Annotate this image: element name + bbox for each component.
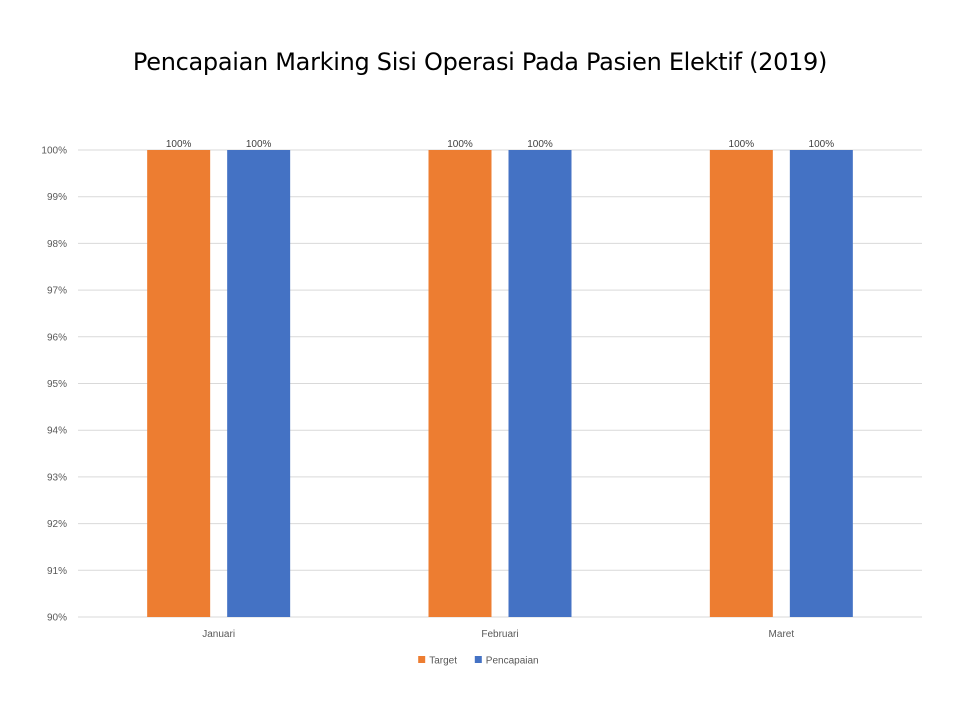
bars [147, 150, 853, 617]
bar-pencapaian-maret [789, 150, 853, 617]
data-label: 100% [527, 139, 553, 150]
y-tick-label: 91% [47, 566, 67, 577]
data-label: 100% [166, 139, 192, 150]
data-labels: 100% 100% 100% 100% 100% 100% [166, 139, 834, 150]
y-axis-ticks: 90% 91% 92% 93% 94% 95% 96% 97% 98% 99% 100% [41, 146, 67, 624]
y-tick-label: 99% [47, 192, 67, 203]
y-tick-label: 92% [47, 519, 67, 530]
y-tick-label: 94% [47, 426, 67, 437]
gridlines [78, 149, 922, 618]
x-category-label: Februari [481, 629, 518, 640]
y-tick-label: 93% [47, 472, 67, 483]
y-tick-label: 97% [47, 286, 67, 297]
legend-swatch-target [418, 656, 426, 663]
y-tick-label: 90% [47, 613, 67, 624]
data-label: 100% [809, 139, 835, 150]
legend-label: Pencapaian [486, 656, 539, 667]
bar-pencapaian-januari [227, 150, 291, 617]
bar-target-februari [428, 150, 492, 617]
bar-target-maret [709, 150, 773, 617]
legend-swatch-pencapaian [474, 656, 482, 663]
legend: Target Pencapaian [418, 656, 539, 667]
chart-title: Pencapaian Marking Sisi Operasi Pada Pas… [132, 48, 828, 76]
bar-pencapaian-februari [508, 150, 572, 617]
legend-label: Target [429, 656, 457, 667]
x-axis-categories: Januari Februari Maret [202, 629, 794, 640]
data-label: 100% [246, 139, 272, 150]
y-tick-label: 98% [47, 239, 67, 250]
y-tick-label: 95% [47, 379, 67, 390]
x-category-label: Maret [769, 629, 795, 640]
bar-target-januari [147, 150, 211, 617]
y-tick-label: 96% [47, 332, 67, 343]
x-category-label: Januari [202, 629, 235, 640]
y-tick-label: 100% [41, 146, 67, 157]
data-label: 100% [729, 139, 755, 150]
data-label: 100% [447, 139, 473, 150]
